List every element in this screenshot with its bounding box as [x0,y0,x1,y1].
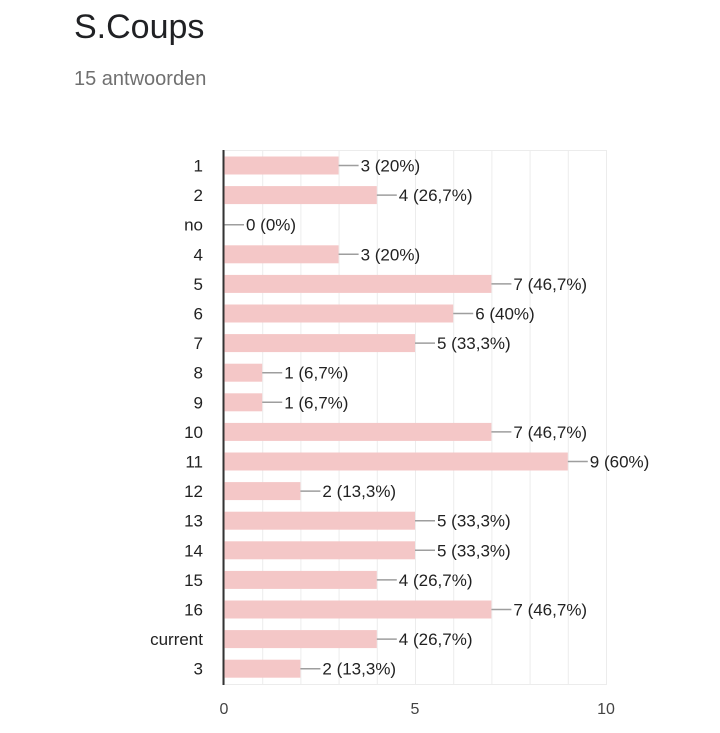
data-label: 5 (33,3%) [437,512,511,531]
category-label: current [150,630,203,649]
category-label: 15 [184,571,203,590]
category-label: 9 [194,393,203,412]
data-label: 5 (33,3%) [437,541,511,560]
data-label: 6 (40%) [475,305,535,324]
category-label: 5 [194,275,203,294]
category-label: 4 [194,245,203,264]
data-label: 3 (20%) [361,157,421,176]
bar [224,511,415,530]
data-label: 1 (6,7%) [284,364,348,383]
bar [224,570,377,589]
data-label: 2 (13,3%) [322,660,396,679]
bar [224,452,568,471]
category-label: 7 [194,334,203,353]
data-label: 5 (33,3%) [437,334,511,353]
bar [224,363,263,382]
data-label: 2 (13,3%) [322,482,396,501]
data-label: 9 (60%) [590,453,650,472]
category-label: 16 [184,601,203,620]
data-label: 4 (26,7%) [399,571,473,590]
category-label: 3 [194,660,203,679]
chart-title: S.Coups [74,8,205,46]
bar [224,630,377,649]
category-label: 11 [185,453,203,472]
x-tick-label: 0 [220,701,229,718]
data-label: 0 (0%) [246,216,296,235]
axes: 0 5 10 [220,150,615,718]
data-label: 3 (20%) [361,245,421,264]
category-label: 1 [194,157,203,176]
category-label: 10 [184,423,203,442]
bar [224,186,377,205]
data-label: 7 (46,7%) [513,275,587,294]
data-label: 7 (46,7%) [513,601,587,620]
bar [224,422,492,441]
bar [224,274,492,293]
bar [224,541,415,560]
category-label: 2 [194,186,203,205]
data-label: 7 (46,7%) [513,423,587,442]
category-label: 6 [194,305,203,324]
bar [224,304,454,323]
bar [224,334,415,353]
bars [224,156,588,678]
response-count: 15 antwoorden [74,68,207,90]
data-label: 4 (26,7%) [399,186,473,205]
bar [224,393,263,412]
category-label: 12 [184,482,203,501]
labels: 3 (20%) 1 4 (26,7%) 2 0 (0%) no 3 (20%) 4 7 (46,… [150,157,649,679]
category-label: 8 [194,364,203,383]
data-label: 4 (26,7%) [399,630,473,649]
category-label: 13 [184,512,203,531]
category-label: no [184,216,203,235]
bar [224,156,339,175]
bar [224,600,492,619]
x-tick-label: 10 [597,701,615,718]
category-label: 14 [184,541,203,560]
x-tick-label: 5 [411,701,420,718]
bar [224,482,301,501]
data-label: 1 (6,7%) [284,393,348,412]
bar [224,659,301,678]
bar [224,245,339,264]
